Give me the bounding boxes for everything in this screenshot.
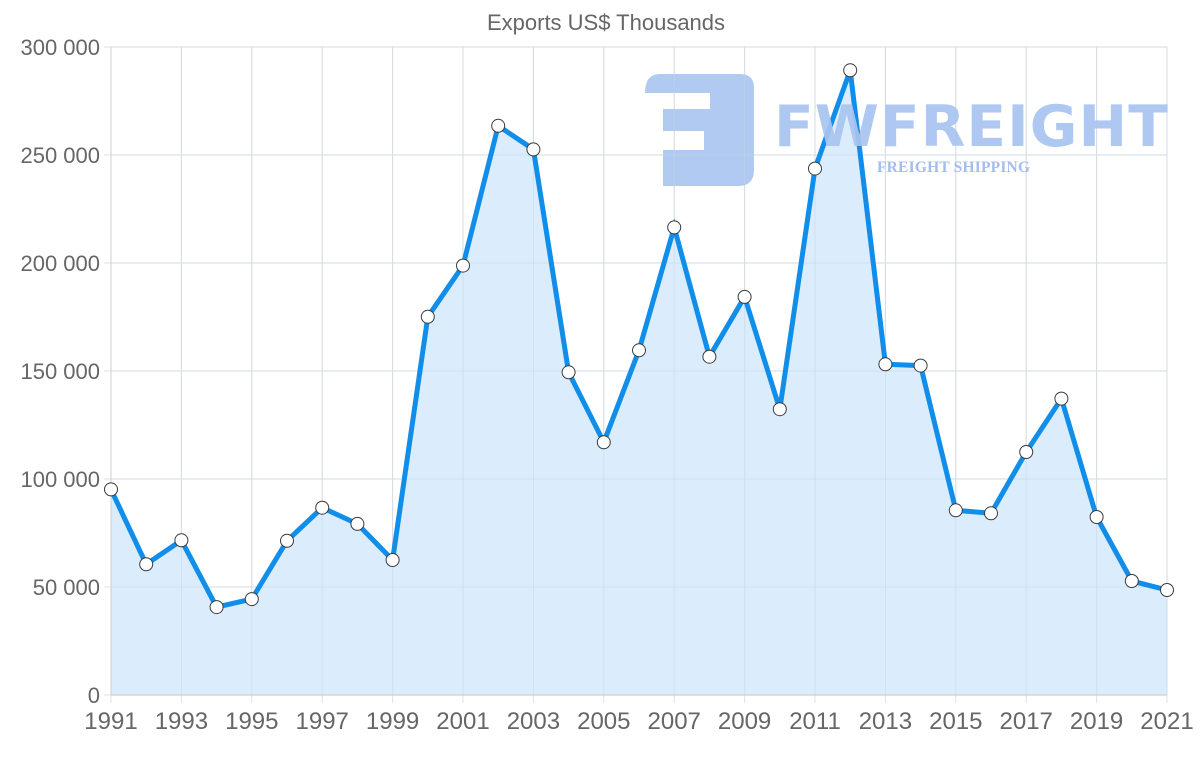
x-tick-label: 2021 (1140, 708, 1193, 735)
x-tick-label: 2019 (1070, 708, 1123, 735)
x-tick-label: 1997 (296, 708, 349, 735)
data-point-marker (561, 365, 576, 380)
data-point-marker (913, 358, 928, 373)
x-axis-labels: 1991 1993 1995 1997 1999 2001 2003 2005 2007 2009… (84, 708, 1193, 735)
data-point-marker (737, 289, 752, 304)
x-tick-label: 2005 (577, 708, 630, 735)
x-tick-label: 1993 (155, 708, 208, 735)
data-point-marker (878, 357, 893, 372)
data-point-marker (702, 349, 717, 364)
data-markers (104, 63, 1174, 615)
x-tick-label: 2015 (929, 708, 982, 735)
data-point-marker (104, 482, 118, 497)
area-shape (111, 70, 1167, 696)
data-point-marker (491, 118, 506, 133)
data-point-marker (1054, 391, 1069, 406)
data-point-marker (1019, 445, 1034, 459)
data-point-marker (315, 500, 330, 515)
y-axis-labels: 0 50 000 100 000 150 000 200 000 250 000 300 0… (20, 35, 100, 708)
data-point-marker (843, 63, 858, 78)
data-point-marker (1124, 574, 1139, 588)
data-point-marker (1160, 583, 1174, 597)
data-point-marker (948, 503, 963, 518)
data-point-marker (667, 220, 682, 235)
x-tick-label: 2003 (507, 708, 560, 735)
x-tick-label: 1995 (225, 708, 278, 735)
y-tick-label: 150 000 (20, 359, 100, 384)
data-point-marker (596, 435, 611, 450)
x-tick-label: 2013 (859, 708, 912, 735)
data-point-marker (244, 592, 259, 607)
y-tick-label: 50 000 (33, 575, 100, 600)
data-point-marker (456, 258, 470, 273)
data-point-marker (350, 516, 365, 531)
fwfreight-logo-icon (645, 74, 754, 186)
chart-title: Exports US$ Thousands (487, 10, 725, 35)
y-tick-label: 200 000 (20, 251, 100, 276)
x-tick-label: 2009 (718, 708, 771, 735)
x-tick-label: 2017 (1000, 708, 1053, 735)
area-fill (110, 46, 1168, 696)
data-point-marker (1089, 510, 1104, 524)
x-tick-label: 1999 (366, 708, 419, 735)
y-tick-label: 250 000 (20, 143, 100, 168)
y-tick-label: 0 (88, 683, 100, 708)
data-point-marker (526, 142, 541, 157)
data-point-marker (984, 506, 998, 521)
data-point-marker (808, 161, 822, 176)
x-tick-label: 2001 (436, 708, 489, 735)
x-tick-label: 2011 (789, 708, 841, 735)
axes (110, 47, 1167, 696)
data-point-marker (420, 309, 435, 324)
x-tick-label: 2007 (648, 708, 701, 735)
data-point-marker (174, 533, 189, 548)
y-tick-label: 300 000 (20, 35, 100, 60)
y-tick-label: 100 000 (20, 467, 100, 492)
data-point-marker (139, 557, 154, 572)
data-point-marker (280, 533, 294, 548)
data-point-marker (385, 553, 400, 567)
data-point-marker (772, 402, 787, 417)
data-point-marker (632, 343, 646, 358)
data-point-marker (209, 600, 224, 615)
x-tick-label: 1991 (84, 708, 137, 735)
